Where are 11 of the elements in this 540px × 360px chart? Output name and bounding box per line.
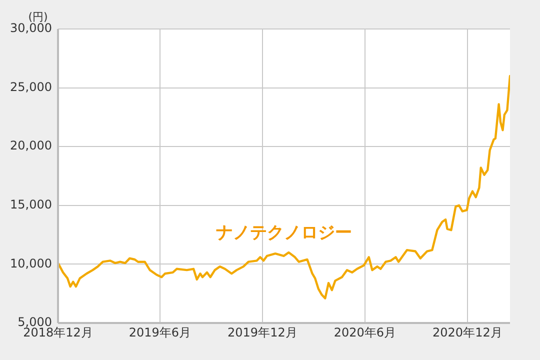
y-tick-label: 10,000 <box>10 256 52 270</box>
x-tick-label: 2019年12月 <box>228 325 298 340</box>
x-tick-label: 2020年6月 <box>334 325 396 340</box>
y-tick-label: 30,000 <box>10 21 52 36</box>
x-tick-label: 2019年6月 <box>128 325 192 340</box>
x-tick-label: 2020年12月 <box>432 325 502 340</box>
y-tick-label: 15,000 <box>10 198 52 212</box>
y-tick-label: 25,000 <box>10 80 52 94</box>
y-axis-title: (円) <box>28 10 48 24</box>
y-tick-label: 20,000 <box>10 138 52 153</box>
series-label: ナノテクノロジー <box>216 222 352 243</box>
